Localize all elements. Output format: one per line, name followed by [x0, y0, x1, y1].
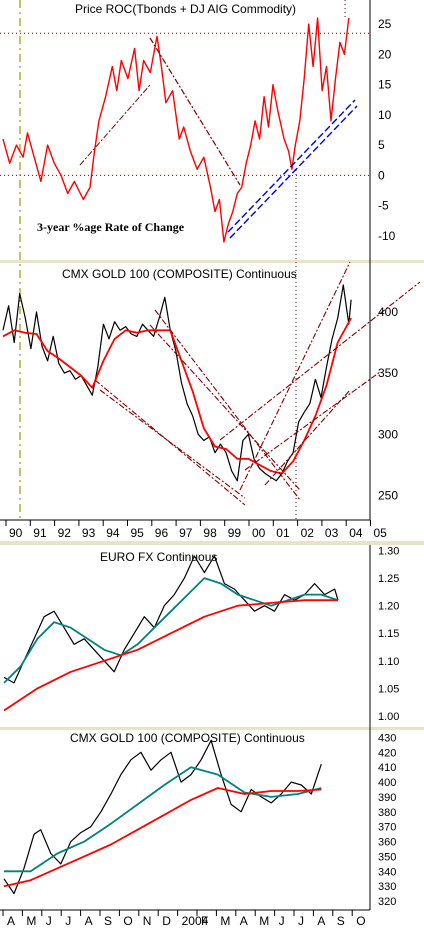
gold-daily-x-tick-label-1: M	[26, 914, 36, 928]
gold-x-tick-label-4: 94	[106, 526, 120, 540]
roc-y-tick-label-3: 10	[378, 108, 392, 122]
gold-daily-x-tick-label-10: F	[201, 914, 208, 928]
gold-daily-x-tick-label-4: A	[85, 914, 93, 928]
euro-y-tick-label-2: 1.20	[378, 601, 399, 613]
gold-daily-x-tick-label-16: A	[317, 914, 325, 928]
panel1-title: Price ROC(Tbonds + DJ AIG Commodity)	[75, 2, 296, 16]
euro-fast-average-line	[3, 577, 339, 684]
euro-y-tick-label-0: 1.30	[378, 546, 399, 558]
gold-channel-line-7	[264, 389, 351, 486]
gold-x-tick-label-1: 91	[33, 526, 47, 540]
gold-x-tick-label-12: 02	[301, 526, 315, 540]
roc-y-tick-label-5: 0	[378, 168, 385, 182]
gold-channel-line-2	[154, 309, 301, 501]
gold-x-tick-label-3: 93	[82, 526, 96, 540]
gold-daily-y-tick-label-4: 390	[378, 792, 396, 804]
gold-daily-y-tick-label-11: 320	[378, 896, 396, 908]
panel2-title: CMX GOLD 100 (COMPOSITE) Continuous	[62, 267, 297, 281]
gold-daily-x-tick-label-5: S	[104, 914, 112, 928]
euro-y-tick-label-5: 1.05	[378, 683, 399, 695]
gold-channel-line-4	[239, 261, 351, 491]
roc-y-tick-label-1: 20	[378, 47, 392, 61]
gold-x-tick-label-8: 98	[203, 526, 217, 540]
gold-x-tick-label-5: 95	[131, 526, 145, 540]
gold-daily-x-tick-label-2: J	[46, 914, 52, 928]
gold-daily-y-tick-label-2: 410	[378, 762, 396, 774]
panel4-title: CMX GOLD 100 (COMPOSITE) Continuous	[70, 731, 305, 745]
gold-daily-y-tick-label-10: 330	[378, 881, 396, 893]
gold-x-tick-label-11: 01	[276, 526, 290, 540]
gold-x-tick-label-14: 04	[349, 526, 363, 540]
gold-daily-slow-average-line	[3, 787, 322, 888]
gold-daily-x-tick-label-17: S	[337, 914, 345, 928]
panel3-title: EURO FX Continuous	[100, 550, 217, 564]
euro-y-tick-label-1: 1.25	[378, 573, 399, 585]
gold-x-tick-label-0: 90	[9, 526, 23, 540]
gold-x-tick-label-10: 00	[252, 526, 266, 540]
euro-y-tick-label-3: 1.15	[378, 628, 399, 640]
gold-daily-fast-average-line	[4, 766, 322, 873]
roc-support-line-2	[229, 105, 358, 239]
gold-x-tick-label-13: 03	[325, 526, 339, 540]
roc-y-tick-label-7: -10	[378, 229, 396, 243]
roc-support-line-1	[227, 99, 356, 233]
gold-daily-x-tick-label-11: M	[220, 914, 230, 928]
gold-x-tick-label-2: 92	[58, 526, 72, 540]
gold-daily-x-tick-label-12: A	[240, 914, 248, 928]
gold-daily-x-tick-label-8: D	[162, 914, 171, 928]
roc-series-line	[2, 17, 350, 243]
panel1-annotation: 3-year %age Rate of Change	[37, 220, 185, 234]
gold-daily-y-tick-label-1: 420	[378, 747, 396, 759]
roc-y-tick-label-0: 25	[378, 17, 392, 31]
gold-daily-x-tick-label-6: O	[123, 914, 132, 928]
roc-y-tick-label-6: -5	[378, 199, 389, 213]
roc-y-tick-label-2: 15	[378, 78, 392, 92]
gold-channel-line-6	[244, 371, 381, 471]
roc-trend-line-down	[149, 37, 241, 186]
euro-y-tick-label-4: 1.10	[378, 656, 399, 668]
roc-y-tick-label-4: 5	[378, 138, 385, 152]
gold-daily-x-tick-label-3: J	[65, 914, 71, 928]
gold-daily-y-tick-label-7: 360	[378, 837, 396, 849]
gold-daily-y-tick-label-5: 380	[378, 807, 396, 819]
gold-x-tick-label-9: 99	[228, 526, 242, 540]
gold-daily-y-tick-label-3: 400	[378, 777, 396, 789]
gold-x-tick-label-7: 97	[179, 526, 193, 540]
gold-daily-y-tick-label-0: 430	[378, 732, 396, 744]
roc-trend-line-up	[79, 84, 151, 166]
gold-y-tick-label-2: 300	[378, 427, 398, 441]
gold-channel-line-5	[219, 281, 421, 441]
gold-y-tick-label-1: 350	[378, 366, 398, 380]
euro-price-line	[3, 555, 339, 684]
gold-moving-average-line	[2, 317, 352, 475]
gold-y-tick-label-3: 250	[378, 489, 398, 503]
gold-daily-x-tick-label-14: J	[279, 914, 285, 928]
gold-daily-x-tick-label-0: A	[7, 914, 15, 928]
gold-x-tick-label-6: 96	[155, 526, 169, 540]
gold-daily-price-line	[3, 739, 322, 895]
gold-daily-x-tick-label-9: 2004	[182, 914, 209, 928]
gold-y-tick-label-0: 400	[378, 305, 398, 319]
euro-y-tick-label-6: 1.00	[378, 711, 399, 723]
panel-separator-2	[0, 541, 424, 545]
gold-daily-x-tick-label-13: M	[259, 914, 269, 928]
panel-separator-1	[0, 260, 424, 263]
gold-daily-x-tick-label-18: O	[356, 914, 365, 928]
panel-separator-3	[0, 727, 424, 730]
gold-daily-y-tick-label-6: 370	[378, 822, 396, 834]
gold-price-line	[2, 284, 352, 482]
euro-slow-average-line	[3, 599, 338, 712]
gold-daily-y-tick-label-8: 350	[378, 851, 396, 863]
gold-daily-y-tick-label-9: 340	[378, 866, 396, 878]
gold-daily-x-tick-label-7: N	[143, 914, 152, 928]
gold-channel-line-3	[149, 324, 301, 491]
gold-daily-x-tick-label-15: J	[298, 914, 304, 928]
gold-x-tick-label-15: 05	[374, 526, 388, 540]
